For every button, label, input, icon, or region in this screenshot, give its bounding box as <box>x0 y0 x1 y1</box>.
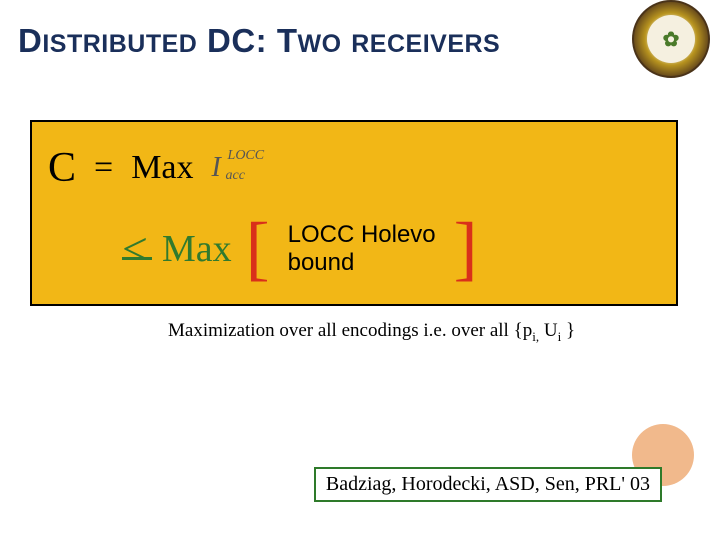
logo-center: ✿ <box>647 15 695 63</box>
title-w1-big: D <box>18 22 42 59</box>
citation-box: Badziag, Horodecki, ASD, Sen, PRL' 03 <box>314 467 662 502</box>
bracket-right: ] <box>454 218 478 279</box>
symbol-max2: Max <box>162 227 232 271</box>
leq-underline <box>122 257 152 260</box>
caption-suffix: } <box>561 320 575 341</box>
citation-text: Badziag, Horodecki, ASD, Sen, PRL' 03 <box>326 473 650 495</box>
equation-line2: < Max [ LOCC Holevo bound ] <box>122 218 478 279</box>
title-w1-rest: ISTRIBUTED <box>42 30 197 58</box>
equation-box: C = Max I LOCC acc < Max [ LOCC Holevo b… <box>30 120 678 306</box>
symbol-C: C <box>48 144 76 192</box>
institution-logo: ✿ <box>632 0 710 78</box>
title-w3-rest: WO <box>298 30 342 58</box>
symbol-Iacc: I LOCC acc <box>212 152 221 184</box>
caption-text: Maximization over all encodings i.e. ove… <box>168 320 575 345</box>
I-base: I <box>212 152 221 183</box>
caption-prefix: Maximization over all encodings i.e. ove… <box>168 320 532 341</box>
symbol-leq: < <box>122 235 148 263</box>
title-w4: RECEIVERS <box>351 30 500 58</box>
I-superscript: LOCC <box>228 148 265 164</box>
title-w2: DC: <box>207 22 267 59</box>
symbol-max1: Max <box>131 149 193 187</box>
logo-ring: ✿ <box>632 0 710 78</box>
equation-line1: C = Max I LOCC acc <box>48 144 221 192</box>
title-w3-big: T <box>277 22 298 59</box>
holevo-line1: LOCC Holevo <box>288 221 436 249</box>
symbol-equals: = <box>94 149 113 187</box>
slide-title: DISTRIBUTED DC: TWO RECEIVERS <box>18 22 500 60</box>
holevo-line2: bound <box>288 249 436 277</box>
holevo-text: LOCC Holevo bound <box>284 221 440 276</box>
caption-mid: U <box>539 320 557 341</box>
I-subscript: acc <box>226 168 245 184</box>
bracket-left: [ <box>246 218 270 279</box>
